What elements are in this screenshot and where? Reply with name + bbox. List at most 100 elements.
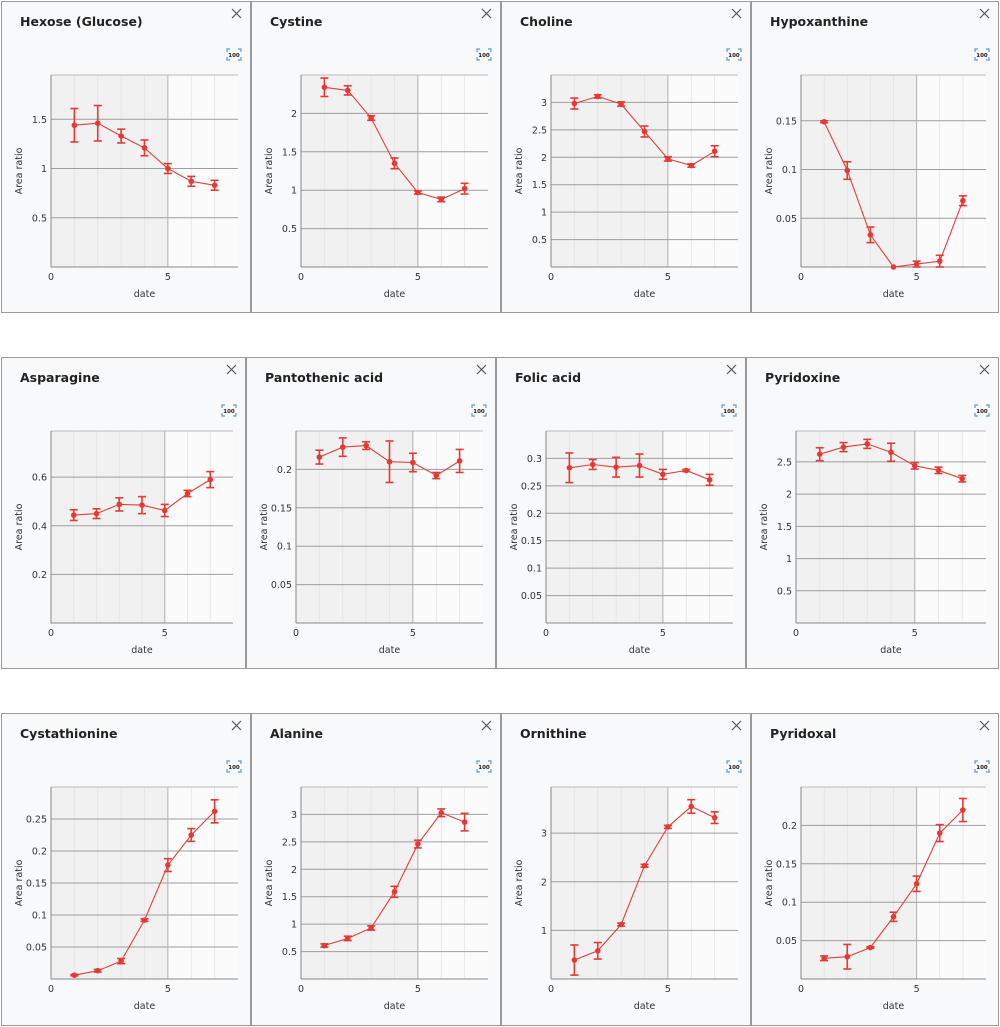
chart-plot[interactable]: 0.05 0.1 0.15 0.2 0.25 0.3 0 5 date Area ratio (497, 358, 747, 670)
data-point-group[interactable] (343, 84, 352, 96)
data-point-group[interactable] (612, 456, 621, 478)
chart-plot[interactable]: 0.5 1 1.5 2 2.5 3 0 5 date Area ratio (252, 714, 502, 1027)
data-point-group[interactable] (437, 196, 446, 203)
data-point-group[interactable] (187, 175, 196, 188)
data-point-group[interactable] (413, 189, 422, 196)
chart-plot[interactable]: 0.5 1 1.5 2 2.5 0 5 date Area ratio (747, 358, 1000, 670)
data-point-group[interactable] (140, 139, 149, 157)
data-point-group[interactable] (210, 179, 219, 191)
data-point-group[interactable] (390, 885, 399, 899)
chart-plot[interactable]: 1 2 3 0 5 date Area ratio (502, 714, 752, 1027)
data-point-group[interactable] (338, 437, 347, 458)
reset-zoom-button[interactable]: 100 (721, 402, 737, 417)
data-point-group[interactable] (413, 839, 422, 849)
data-point-group[interactable] (455, 448, 464, 474)
data-point-group[interactable] (687, 162, 696, 169)
data-point-group[interactable] (570, 944, 579, 976)
data-point-group[interactable] (887, 442, 895, 463)
data-point-group[interactable] (843, 160, 852, 181)
data-point-group[interactable] (866, 226, 875, 244)
data-point-group[interactable] (93, 967, 102, 974)
data-point-group[interactable] (593, 93, 602, 100)
close-button[interactable] (230, 6, 244, 20)
data-point-group[interactable] (658, 468, 667, 481)
close-button[interactable] (978, 362, 992, 376)
data-point-group[interactable] (367, 924, 376, 931)
close-button[interactable] (730, 6, 744, 20)
data-point-group[interactable] (710, 810, 719, 825)
data-point-group[interactable] (640, 862, 649, 869)
data-point-group[interactable] (866, 944, 875, 951)
data-point-group[interactable] (890, 264, 897, 270)
data-point-group[interactable] (617, 101, 626, 108)
chart-plot[interactable]: 0.05 0.1 0.15 0 5 date Area ratio (752, 2, 1000, 314)
data-point-group[interactable] (820, 118, 829, 125)
chart-plot[interactable]: 0.5 1 1.5 0 5 date Area ratio (2, 2, 252, 314)
data-point-group[interactable] (117, 957, 126, 965)
data-point-group[interactable] (889, 911, 898, 923)
data-point-group[interactable] (687, 798, 696, 815)
data-point-group[interactable] (460, 182, 469, 195)
data-point-group[interactable] (437, 808, 446, 818)
data-point-group[interactable] (570, 97, 579, 110)
reset-zoom-button[interactable]: 100 (726, 758, 742, 773)
data-point-group[interactable] (565, 452, 574, 484)
data-point-group[interactable] (385, 440, 394, 484)
close-button[interactable] (480, 6, 494, 20)
data-point-group[interactable] (210, 799, 219, 824)
data-point-group[interactable] (206, 470, 215, 489)
data-point-group[interactable] (839, 441, 848, 453)
data-point-group[interactable] (117, 128, 126, 144)
chart-plot[interactable]: 0.5 1 1.5 2 2.5 3 0 5 date Area ratio (502, 2, 752, 314)
reset-zoom-button[interactable]: 100 (476, 758, 492, 773)
data-point-group[interactable] (710, 144, 719, 158)
data-point-group[interactable] (138, 495, 146, 515)
data-point-group[interactable] (958, 195, 967, 207)
data-point-group[interactable] (815, 446, 824, 462)
close-button[interactable] (730, 718, 744, 732)
close-button[interactable] (480, 718, 494, 732)
data-point-group[interactable] (705, 473, 714, 487)
close-button[interactable] (978, 718, 992, 732)
data-point-group[interactable] (588, 458, 597, 471)
close-button[interactable] (475, 362, 489, 376)
data-point-group[interactable] (187, 827, 196, 843)
close-button[interactable] (230, 718, 244, 732)
reset-zoom-button[interactable]: 100 (226, 46, 242, 61)
data-point-group[interactable] (320, 77, 329, 98)
data-point-group[interactable] (958, 797, 967, 823)
chart-plot[interactable]: 0.5 1 1.5 2 0 5 date Area ratio (252, 2, 502, 314)
data-point-group[interactable] (362, 440, 371, 451)
data-point-group[interactable] (910, 461, 919, 470)
data-point-group[interactable] (682, 467, 691, 474)
data-point-group[interactable] (408, 452, 417, 473)
reset-zoom-button[interactable]: 100 (226, 758, 242, 773)
data-point-group[interactable] (69, 508, 78, 522)
data-point-group[interactable] (912, 260, 921, 268)
data-point-group[interactable] (663, 155, 672, 162)
data-point-group[interactable] (820, 955, 829, 962)
close-button[interactable] (978, 6, 992, 20)
data-point-group[interactable] (70, 972, 79, 978)
data-point-group[interactable] (320, 942, 329, 949)
close-button[interactable] (725, 362, 739, 376)
data-point-group[interactable] (93, 104, 102, 142)
reset-zoom-button[interactable]: 100 (476, 46, 492, 61)
data-point-group[interactable] (115, 497, 124, 512)
data-point-group[interactable] (70, 107, 79, 143)
chart-plot[interactable]: 0.05 0.1 0.15 0.2 0.25 0 5 date Area ratio (2, 714, 252, 1027)
chart-plot[interactable]: 0.05 0.1 0.15 0.2 0 5 date Area ratio (247, 358, 497, 670)
data-point-group[interactable] (390, 157, 399, 170)
close-button[interactable] (225, 362, 239, 376)
data-point-group[interactable] (460, 812, 469, 832)
reset-zoom-button[interactable]: 100 (221, 402, 237, 417)
reset-zoom-button[interactable]: 100 (974, 402, 990, 417)
reset-zoom-button[interactable]: 100 (726, 46, 742, 61)
data-point-group[interactable] (843, 943, 852, 970)
reset-zoom-button[interactable]: 100 (471, 402, 487, 417)
data-point-group[interactable] (160, 503, 169, 518)
data-point-group[interactable] (140, 917, 149, 923)
data-point-group[interactable] (635, 453, 644, 478)
data-point-group[interactable] (343, 935, 352, 942)
data-point-group[interactable] (912, 875, 921, 893)
